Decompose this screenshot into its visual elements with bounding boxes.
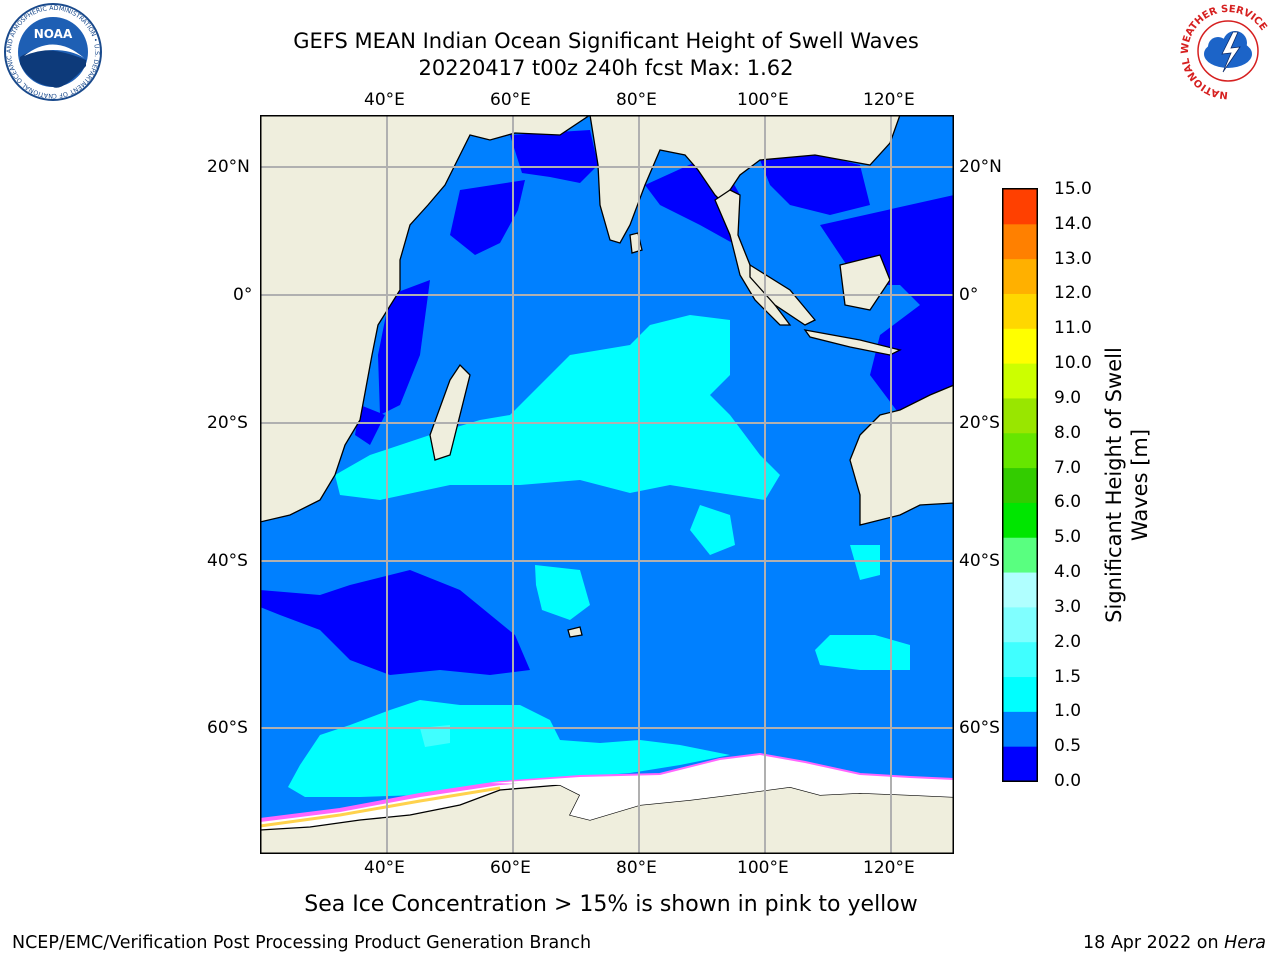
land-masses	[260, 115, 954, 854]
colorbar	[1002, 188, 1038, 782]
colorbar-segment	[1003, 746, 1037, 782]
footer-date: 18 Apr 2022 on	[1083, 933, 1225, 953]
lon-label-top-60e: 60°E	[490, 90, 531, 110]
colorbar-segment	[1003, 676, 1037, 712]
lat-label-right-20s: 20°S	[959, 413, 1000, 433]
lat-label-right-0: 0°	[959, 285, 979, 305]
colorbar-title-line1: Significant Height of Swell	[1102, 347, 1126, 623]
lon-label-top-80e: 80°E	[616, 90, 657, 110]
sea-ice-caption: Sea Ice Concentration > 15% is shown in …	[304, 892, 918, 917]
colorbar-segment	[1003, 502, 1037, 538]
colorbar-segment	[1003, 711, 1037, 747]
ice-edge-inner	[260, 786, 501, 828]
noaa-logo-text: NOAA	[34, 27, 73, 41]
lat-label-left-20n: 20°N	[207, 157, 250, 177]
colorbar-segment	[1003, 293, 1037, 329]
lat-label-left-40s: 40°S	[207, 551, 248, 571]
lat-label-right-20n: 20°N	[959, 157, 1002, 177]
colorbar-segment	[1003, 397, 1037, 434]
lon-label-bottom-120e: 120°E	[863, 858, 915, 878]
ocean-map	[260, 115, 954, 854]
colorbar-segment	[1003, 189, 1037, 225]
colorbar-segment	[1003, 363, 1037, 399]
lon-label-bottom-60e: 60°E	[490, 858, 531, 878]
colorbar-title-line2: Waves [m]	[1128, 428, 1152, 542]
colorbar-tick-label: 5.0	[1054, 527, 1082, 548]
colorbar-segment	[1003, 328, 1037, 364]
colorbar-tick-label: 2.0	[1054, 631, 1082, 652]
colorbar-tick-label: 0.0	[1054, 771, 1082, 791]
colorbar-segment	[1003, 572, 1037, 608]
colorbar-segment	[1003, 641, 1037, 678]
colorbar-segment	[1003, 223, 1037, 260]
colorbar-segment	[1003, 258, 1037, 294]
colorbar-tick-label: 7.0	[1054, 457, 1082, 478]
colorbar-tick-label: 4.0	[1054, 562, 1082, 583]
swell-low-regions	[260, 130, 954, 675]
footer-left: NCEP/EMC/Verification Post Processing Pr…	[12, 933, 592, 953]
lat-label-left-20s: 20°S	[207, 413, 248, 433]
colorbar-segment	[1003, 467, 1037, 503]
lon-label-bottom-100e: 100°E	[737, 858, 789, 878]
map-title-line1: GEFS MEAN Indian Ocean Significant Heigh…	[293, 29, 919, 53]
colorbar-tick-label: 1.5	[1054, 666, 1082, 687]
colorbar-tick-label: 14.0	[1054, 213, 1092, 234]
lat-label-right-40s: 40°S	[959, 551, 1000, 571]
colorbar-tick-label: 15.0	[1054, 179, 1092, 199]
footer-host: Hera	[1224, 933, 1266, 953]
colorbar-tick-label: 10.0	[1054, 353, 1092, 374]
lon-label-bottom-80e: 80°E	[616, 858, 657, 878]
lon-label-top-100e: 100°E	[737, 90, 789, 110]
colorbar-tick-label: 11.0	[1054, 318, 1092, 339]
lon-label-top-40e: 40°E	[364, 90, 405, 110]
colorbar-tick-label: 3.0	[1054, 596, 1082, 617]
lon-label-bottom-40e: 40°E	[364, 858, 405, 878]
footer-right: 18 Apr 2022 on Hera	[1083, 933, 1266, 953]
colorbar-tick-label: 8.0	[1054, 422, 1082, 443]
colorbar-tick-label: 12.0	[1054, 283, 1092, 304]
map-title-line2: 20220417 t00z 240h fcst Max: 1.62	[418, 56, 794, 80]
lat-label-right-60s: 60°S	[959, 718, 1000, 738]
ice-shelf	[490, 755, 954, 820]
colorbar-title: Significant Height of Swell Waves [m]	[1101, 325, 1153, 645]
colorbar-tick-label: 9.0	[1054, 387, 1082, 408]
colorbar-segment	[1003, 432, 1037, 469]
nws-logo: NATIONAL WEATHER SERVICE	[1180, 4, 1275, 100]
lat-label-left-60s: 60°S	[207, 718, 248, 738]
graticule	[260, 115, 954, 854]
map-frame	[260, 115, 954, 854]
colorbar-tick-label: 13.0	[1054, 248, 1092, 269]
colorbar-tick-label: 1.0	[1054, 701, 1082, 722]
colorbar-segment	[1003, 606, 1037, 643]
noaa-logo: NATIONAL OCEANIC AND ATMOSPHERIC ADMINIS…	[2, 2, 102, 101]
lon-label-top-120e: 120°E	[863, 90, 915, 110]
swell-high-regions	[420, 725, 450, 747]
colorbar-segment	[1003, 537, 1037, 573]
colorbar-tick-label: 0.5	[1054, 736, 1082, 757]
colorbar-frame	[1002, 188, 1038, 782]
lat-label-left-0: 0°	[233, 285, 253, 305]
colorbar-tick-label: 6.0	[1054, 492, 1082, 513]
